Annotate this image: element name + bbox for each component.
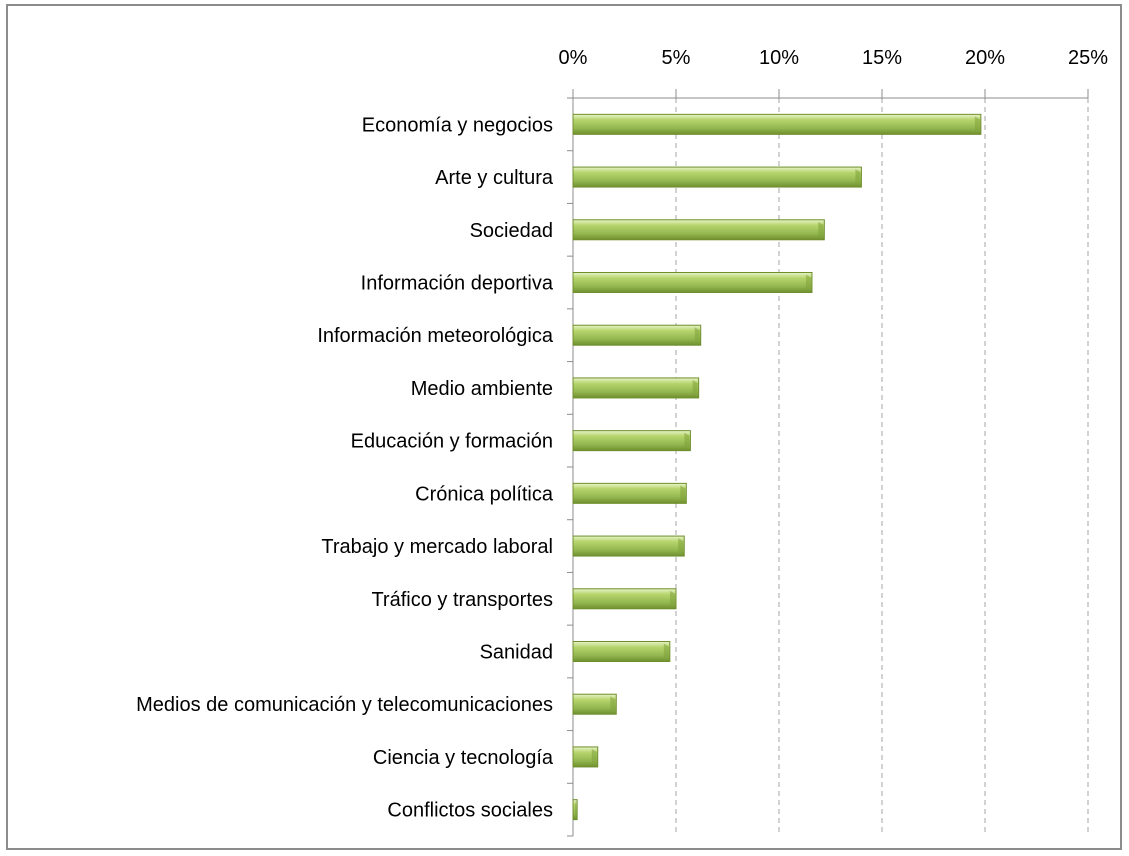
bar-body <box>572 113 982 135</box>
bar-end-bevel <box>591 748 597 765</box>
bar-chart: 0% 5% 10% 15% 20% 25% Economía y negocios Arte… <box>136 47 1109 837</box>
bar <box>572 324 702 346</box>
bar-body <box>572 693 617 715</box>
category-label: Sanidad <box>480 642 553 664</box>
category-labels: Economía y negocios Arte y cultura Socieda… <box>136 114 554 821</box>
bar <box>572 641 671 662</box>
bar-end-bevel <box>680 485 686 502</box>
bar-body <box>572 166 862 188</box>
category-label: Medio ambiente <box>411 378 553 400</box>
bar-end-bevel <box>610 696 616 713</box>
category-label: Economía y negocios <box>362 114 553 136</box>
bar <box>572 272 813 293</box>
bar <box>572 535 685 557</box>
x-tick-label: 25% <box>1068 47 1108 69</box>
x-tick-label: 20% <box>965 47 1005 69</box>
category-label: Información deportiva <box>361 273 554 295</box>
bar-end-bevel <box>805 274 811 291</box>
bar <box>572 482 687 504</box>
category-label: Arte y cultura <box>435 167 554 189</box>
category-label: Tráfico y transportes <box>371 589 553 611</box>
bar-body <box>572 482 687 504</box>
bar-end-bevel <box>692 379 698 396</box>
gridlines <box>675 98 1089 836</box>
bar-body <box>572 219 825 241</box>
bar-end-bevel <box>694 327 700 344</box>
category-label: Conflictos sociales <box>387 800 553 822</box>
axes <box>567 89 1089 837</box>
bar-body <box>572 377 700 399</box>
bar-body <box>572 272 813 293</box>
bar-end-bevel <box>974 116 980 133</box>
bar-body <box>572 588 677 610</box>
bar-end-bevel <box>678 538 684 555</box>
x-tick-label: 10% <box>759 47 799 69</box>
bar-end-bevel <box>670 590 675 607</box>
bar-end-bevel <box>818 221 824 238</box>
bar <box>572 430 691 452</box>
bar-end-bevel <box>663 643 669 660</box>
bar <box>572 219 825 241</box>
bar <box>572 799 578 821</box>
bar <box>572 377 700 399</box>
x-tick-label: 5% <box>662 47 691 69</box>
bar <box>572 746 599 768</box>
category-label: Trabajo y mercado laboral <box>321 536 553 558</box>
category-label: Crónica política <box>415 483 554 505</box>
category-label: Ciencia y tecnología <box>373 747 554 769</box>
bar <box>572 693 617 715</box>
category-label: Sociedad <box>470 220 553 242</box>
bar-end-bevel <box>684 432 690 449</box>
bar-body <box>572 746 599 768</box>
category-label: Medios de comunicación y telecomunicacio… <box>136 694 553 716</box>
bar-body <box>572 641 671 662</box>
bar-end-bevel <box>575 801 577 818</box>
x-tick-label: 15% <box>862 47 902 69</box>
bar-body <box>572 324 702 346</box>
bar-body <box>572 430 691 452</box>
bar <box>572 113 982 135</box>
bar <box>572 166 862 188</box>
chart-frame: 0% 5% 10% 15% 20% 25% Economía y negocios Arte… <box>6 4 1122 850</box>
bar-end-bevel <box>855 169 861 186</box>
bar <box>572 588 677 610</box>
category-label: Información meteorológica <box>317 325 554 347</box>
x-tick-label: 0% <box>559 47 588 69</box>
category-label: Educación y formación <box>351 431 553 453</box>
bar-body <box>572 535 685 557</box>
bars <box>572 113 982 821</box>
x-tick-labels: 0% 5% 10% 15% 20% 25% <box>559 47 1109 69</box>
